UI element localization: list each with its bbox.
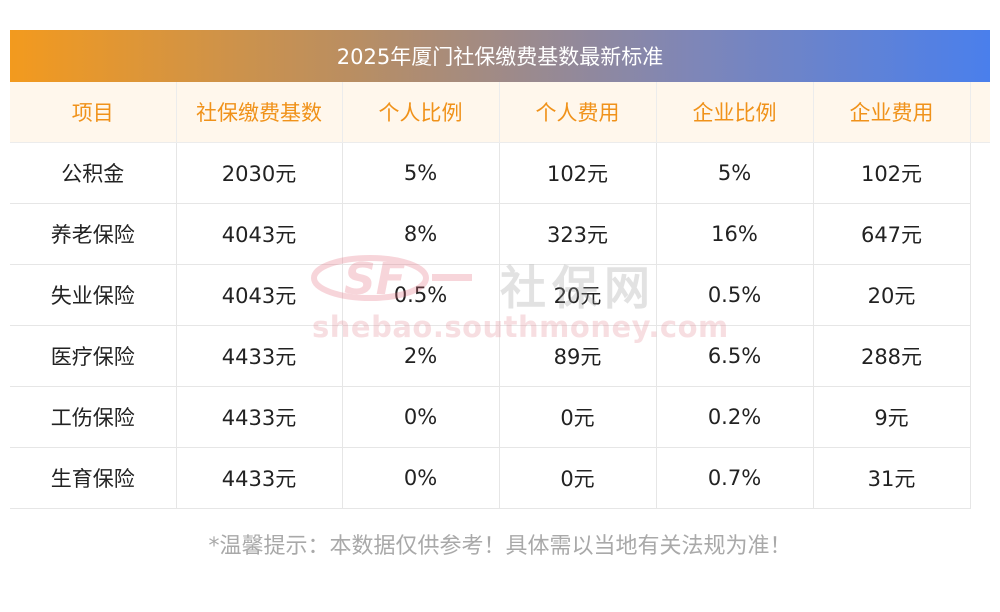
cell-company-rate: 0.5% — [656, 264, 814, 326]
cell-company-fee: 288元 — [813, 325, 971, 387]
cell-personal-fee: 102元 — [499, 142, 657, 204]
cell-personal-fee: 0元 — [499, 386, 657, 448]
row-spacer — [970, 448, 990, 509]
table-row: 医疗保险 4433元 2% 89元 6.5% 288元 — [10, 325, 990, 387]
cell-company-rate: 0.2% — [656, 386, 814, 448]
table-title-text: 2025年厦门社保缴费基数最新标准 — [336, 45, 664, 69]
cell-personal-rate: 0% — [342, 447, 500, 509]
row-spacer — [970, 326, 990, 387]
table-row: 公积金 2030元 5% 102元 5% 102元 — [10, 142, 990, 204]
table-row: 生育保险 4433元 0% 0元 0.7% 31元 — [10, 447, 990, 509]
column-header-company-fee: 企业费用 — [813, 82, 971, 143]
column-header-personal-fee: 个人费用 — [499, 82, 657, 143]
cell-company-fee: 20元 — [813, 264, 971, 326]
cell-company-rate: 5% — [656, 142, 814, 204]
cell-personal-rate: 0.5% — [342, 264, 500, 326]
cell-company-rate: 6.5% — [656, 325, 814, 387]
cell-item: 医疗保险 — [10, 325, 177, 387]
row-spacer — [970, 204, 990, 265]
cell-company-rate: 0.7% — [656, 447, 814, 509]
cell-personal-rate: 0% — [342, 386, 500, 448]
cell-personal-fee: 89元 — [499, 325, 657, 387]
column-header-base: 社保缴费基数 — [176, 82, 343, 143]
table-title: 2025年厦门社保缴费基数最新标准 — [10, 30, 990, 82]
cell-base: 4433元 — [176, 325, 343, 387]
cell-company-fee: 647元 — [813, 203, 971, 265]
cell-company-fee: 31元 — [813, 447, 971, 509]
disclaimer-note: *温馨提示：本数据仅供参考！具体需以当地有关法规为准！ — [208, 534, 792, 559]
cell-base: 2030元 — [176, 142, 343, 204]
cell-base: 4043元 — [176, 203, 343, 265]
cell-item: 生育保险 — [10, 447, 177, 509]
row-spacer — [970, 387, 990, 448]
table-row: 失业保险 4043元 0.5% 20元 0.5% 20元 — [10, 264, 990, 326]
insurance-table-container: 项目 社保缴费基数 个人比例 个人费用 企业比例 企业费用 公积金 2030元 … — [10, 82, 990, 509]
column-header-company-rate: 企业比例 — [656, 82, 814, 143]
table-header-row: 项目 社保缴费基数 个人比例 个人费用 企业比例 企业费用 — [10, 82, 990, 143]
cell-base: 4043元 — [176, 264, 343, 326]
cell-personal-fee: 323元 — [499, 203, 657, 265]
cell-company-fee: 102元 — [813, 142, 971, 204]
column-header-personal-rate: 个人比例 — [342, 82, 500, 143]
row-spacer — [970, 265, 990, 326]
cell-personal-rate: 5% — [342, 142, 500, 204]
cell-personal-rate: 8% — [342, 203, 500, 265]
row-spacer — [970, 143, 990, 204]
cell-personal-fee: 0元 — [499, 447, 657, 509]
cell-company-fee: 9元 — [813, 386, 971, 448]
cell-personal-rate: 2% — [342, 325, 500, 387]
header-spacer — [970, 82, 990, 143]
column-header-item: 项目 — [10, 82, 177, 143]
cell-base: 4433元 — [176, 386, 343, 448]
table-row: 养老保险 4043元 8% 323元 16% 647元 — [10, 203, 990, 265]
cell-personal-fee: 20元 — [499, 264, 657, 326]
cell-item: 公积金 — [10, 142, 177, 204]
cell-item: 失业保险 — [10, 264, 177, 326]
table-row: 工伤保险 4433元 0% 0元 0.2% 9元 — [10, 386, 990, 448]
cell-company-rate: 16% — [656, 203, 814, 265]
insurance-table: 项目 社保缴费基数 个人比例 个人费用 企业比例 企业费用 公积金 2030元 … — [10, 82, 990, 509]
cell-item: 养老保险 — [10, 203, 177, 265]
cell-item: 工伤保险 — [10, 386, 177, 448]
cell-base: 4433元 — [176, 447, 343, 509]
